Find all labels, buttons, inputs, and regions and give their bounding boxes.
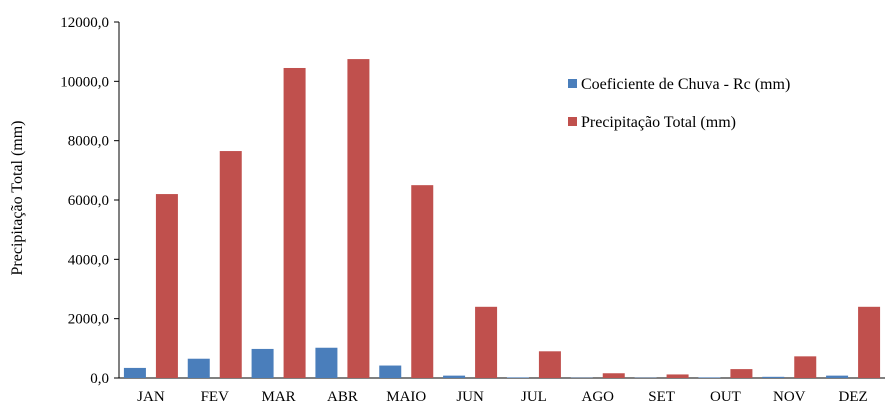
bar-precipitacao-mar (283, 67, 306, 378)
x-tick-label: OUT (710, 389, 741, 405)
x-tick-label: MAIO (386, 389, 426, 405)
bar-precipitacao-dez (858, 306, 881, 378)
legend-swatch-coeficiente (568, 79, 577, 88)
x-tick-label: FEV (201, 389, 230, 405)
y-tick-label: 10000,0 (60, 74, 109, 90)
bars (123, 59, 881, 378)
x-tick-label: DEZ (838, 389, 867, 405)
bar-precipitacao-out (730, 369, 753, 378)
bar-precipitacao-fev (219, 151, 242, 378)
legend-label-coeficiente: Coeficiente de Chuva - Rc (mm) (581, 76, 790, 93)
bar-coeficiente-fev (187, 358, 210, 378)
bar-coeficiente-jun (443, 375, 466, 378)
bar-coeficiente-jan (123, 367, 146, 378)
x-tick-label: JUN (456, 389, 484, 405)
x-tick-label: ABR (327, 389, 358, 405)
y-axis-label: Precipitação Total (mm) (9, 121, 26, 276)
y-tick-label: 6000,0 (68, 193, 109, 209)
bar-precipitacao-set (666, 374, 689, 378)
bar-precipitacao-ago (602, 373, 625, 378)
x-tick-label: SET (648, 389, 675, 405)
y-tick-label: 4000,0 (68, 252, 109, 268)
legend-label-precipitacao: Precipitação Total (mm) (581, 114, 736, 131)
bar-coeficiente-mar (251, 348, 274, 378)
bar-precipitacao-maio (411, 185, 434, 378)
bar-coeficiente-abr (315, 347, 338, 378)
bar-coeficiente-jul (506, 377, 529, 378)
legend-swatch-precipitacao (568, 117, 577, 126)
bar-coeficiente-nov (762, 376, 785, 378)
y-axis: 0,0 2000,0 4000,0 6000,0 8000,0 10000,0 12000,… (60, 15, 120, 387)
bar-coeficiente-out (698, 377, 721, 378)
bar-precipitacao-jul (538, 351, 561, 378)
bar-precipitacao-jun (475, 306, 498, 378)
x-tick-label: JAN (137, 389, 165, 405)
bar-coeficiente-dez (826, 375, 849, 378)
y-tick-label: 12000,0 (60, 15, 109, 31)
y-tick-label: 2000,0 (68, 312, 109, 328)
bar-precipitacao-jan (155, 194, 178, 378)
x-tick-label: AGO (582, 389, 615, 405)
y-tick-label: 0,0 (90, 371, 109, 387)
legend: Coeficiente de Chuva - Rc (mm) Precipita… (568, 76, 790, 131)
x-tick-label: MAR (261, 389, 295, 405)
x-axis: JAN FEV MAR ABR MAIO JUN JUL AGO SET OUT NOV DEZ (119, 377, 885, 405)
y-tick-label: 8000,0 (68, 134, 109, 150)
bar-precipitacao-nov (794, 356, 817, 378)
x-tick-label: JUL (521, 389, 547, 405)
bar-coeficiente-maio (379, 365, 402, 378)
bar-precipitacao-abr (347, 59, 370, 378)
x-tick-label: NOV (773, 389, 806, 405)
